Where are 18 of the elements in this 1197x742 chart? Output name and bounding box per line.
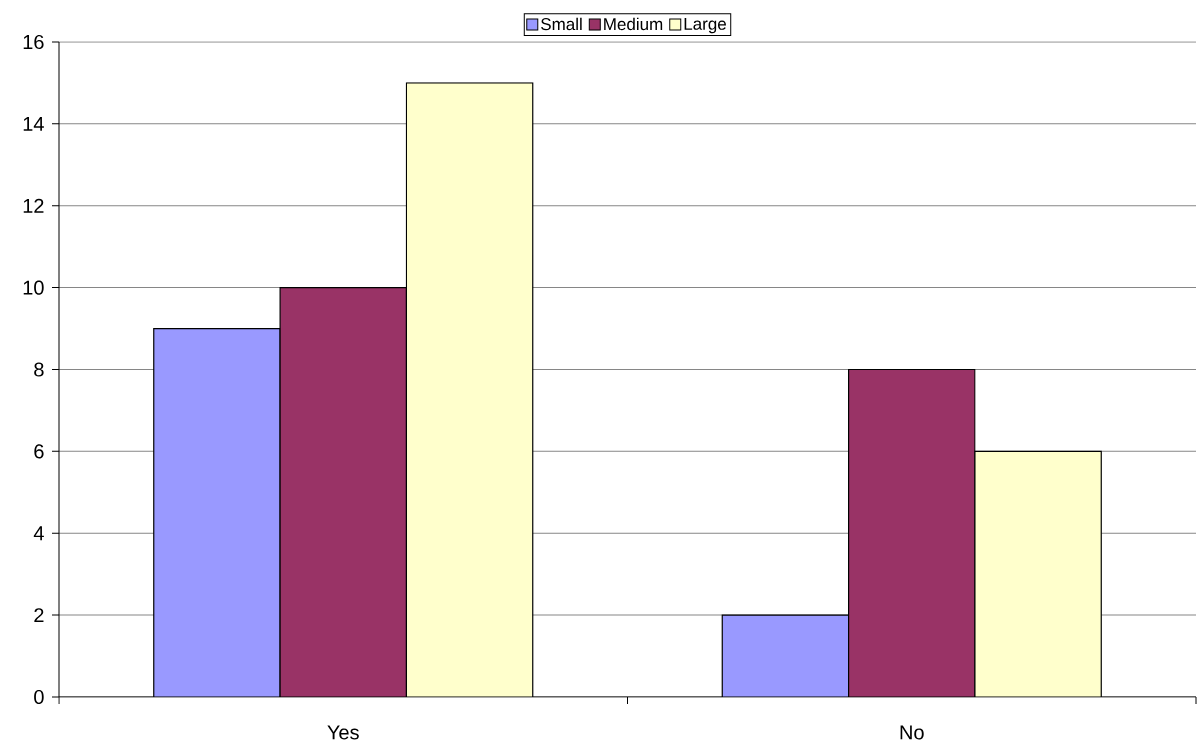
bar (721, 614, 850, 697)
x-tick-label: Yes (327, 725, 359, 740)
y-tick-label: 14 (23, 116, 44, 131)
bar (280, 287, 407, 697)
y-tick-label: 16 (23, 34, 44, 50)
legend-label: Small (541, 17, 582, 31)
y-tick-label: 4 (33, 526, 44, 541)
y-tick-label: 12 (23, 198, 44, 213)
legend-label: Large (684, 17, 726, 34)
x-tick-label: No (900, 725, 924, 740)
y-tick-label: 8 (34, 362, 44, 377)
y-tick-label: 2 (34, 608, 44, 623)
bar (153, 328, 281, 697)
y-tick-label: 0 (34, 689, 44, 705)
bar (847, 368, 976, 697)
y-tick-label: 10 (23, 280, 44, 295)
legend-label: Medium (604, 17, 663, 31)
y-tick-label: 6 (34, 444, 44, 459)
